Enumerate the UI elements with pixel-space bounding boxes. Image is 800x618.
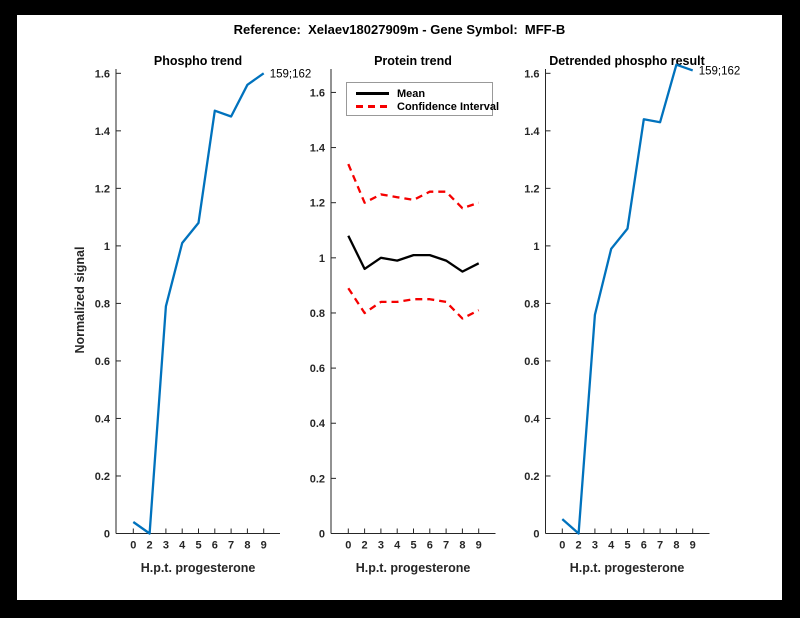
endpoint-annotation: 159;162 [270,68,312,80]
x-tick-label: 6 [212,540,218,552]
legend-box: Mean Confidence Interval [346,82,499,116]
y-tick-label: 1.6 [310,87,325,99]
figure-canvas: Reference: Xelaev18027909m - Gene Symbol… [17,15,782,600]
mean-line [347,235,480,273]
y-tick-label: 0 [319,529,325,541]
x-tick-label: 3 [592,540,598,552]
y-tick-label: 1.2 [310,198,325,210]
y-tick-label: 1.2 [95,183,110,195]
x-tick-label: 9 [690,540,696,552]
y-tick-label: 1.6 [95,68,110,80]
confidence-interval-swatch [356,105,389,108]
x-tick-label: 2 [362,540,368,552]
x-tick-label: 7 [443,540,449,552]
figure-title: Reference: Xelaev18027909m - Gene Symbol… [233,22,566,37]
x-tick-label: 0 [559,540,565,552]
x-tick-label: 5 [410,540,416,552]
x-tick-label: 0 [130,540,136,552]
x-tick-label: 9 [476,540,482,552]
y-tick-label: 1.4 [524,126,540,138]
y-tick-label: 0.8 [524,298,539,310]
y-tick-label: 0.2 [95,471,110,483]
y-tick-label: 1.4 [95,126,111,138]
detrended-line [561,63,694,535]
x-tick-label: 8 [459,540,465,552]
y-tick-label: 1.6 [524,68,539,80]
y-tick-label: 0.6 [310,363,325,375]
x-tick-label: 8 [673,540,679,552]
legend-label-confidence-interval: Confidence Interval [397,100,500,113]
x-tick-label: 4 [608,540,615,552]
x-tick-label: 7 [228,540,234,552]
x-tick-label: 8 [244,540,250,552]
confidence-lower-line [347,287,480,320]
x-tick-label: 9 [261,540,267,552]
x-tick-label: 4 [394,540,401,552]
y-tick-label: 1 [533,241,539,253]
x-tick-label: 2 [147,540,153,552]
y-tick-label: 0.8 [95,298,110,310]
plot-title-phospho-trend: Phospho trend [153,54,243,68]
x-tick-label: 2 [576,540,582,552]
y-axis-label: Normalized signal [73,246,87,354]
y-tick-label: 0.6 [524,356,539,368]
x-axis-label-2: H.p.t. progesterone [355,561,471,575]
phospho-trend-line [132,72,265,535]
x-tick-label: 6 [641,540,647,552]
y-tick-label: 1 [319,253,325,265]
confidence-upper-line [347,163,480,210]
x-tick-label: 5 [624,540,630,552]
plot-title-protein-trend: Protein trend [374,54,452,68]
y-tick-label: 0.4 [95,413,111,425]
x-axis-label-3: H.p.t. progesterone [569,561,685,575]
x-tick-label: 5 [195,540,201,552]
y-tick-label: 1.2 [524,183,539,195]
x-axis-label-1: H.p.t. progesterone [140,561,256,575]
endpoint-annotation: 159;162 [699,65,741,77]
legend-item-confidence-interval: Confidence Interval [356,100,499,113]
legend-label-mean: Mean [397,87,426,100]
mean-line-swatch [356,92,389,95]
x-tick-label: 4 [179,540,186,552]
y-tick-label: 0 [104,529,110,541]
y-tick-label: 0 [533,529,539,541]
y-tick-label: 0.4 [524,413,540,425]
y-tick-label: 0.2 [310,473,325,485]
y-tick-label: 0.8 [310,308,325,320]
y-tick-label: 0.6 [95,356,110,368]
figure-plots: 0 2 3 4 5 6 7 8 900.20.40.60.811.21.41.6 159;1620… [95,63,741,552]
y-tick-label: 1.4 [310,143,326,155]
x-tick-label: 3 [378,540,384,552]
y-tick-label: 0.4 [310,418,326,430]
x-tick-label: 6 [427,540,433,552]
x-tick-label: 3 [163,540,169,552]
legend-item-mean: Mean [356,87,492,100]
x-tick-label: 0 [345,540,351,552]
y-tick-label: 1 [104,241,110,253]
y-tick-label: 0.2 [524,471,539,483]
x-tick-label: 7 [657,540,663,552]
plot-title-detrended-phospho: Detrended phospho result [549,54,705,68]
